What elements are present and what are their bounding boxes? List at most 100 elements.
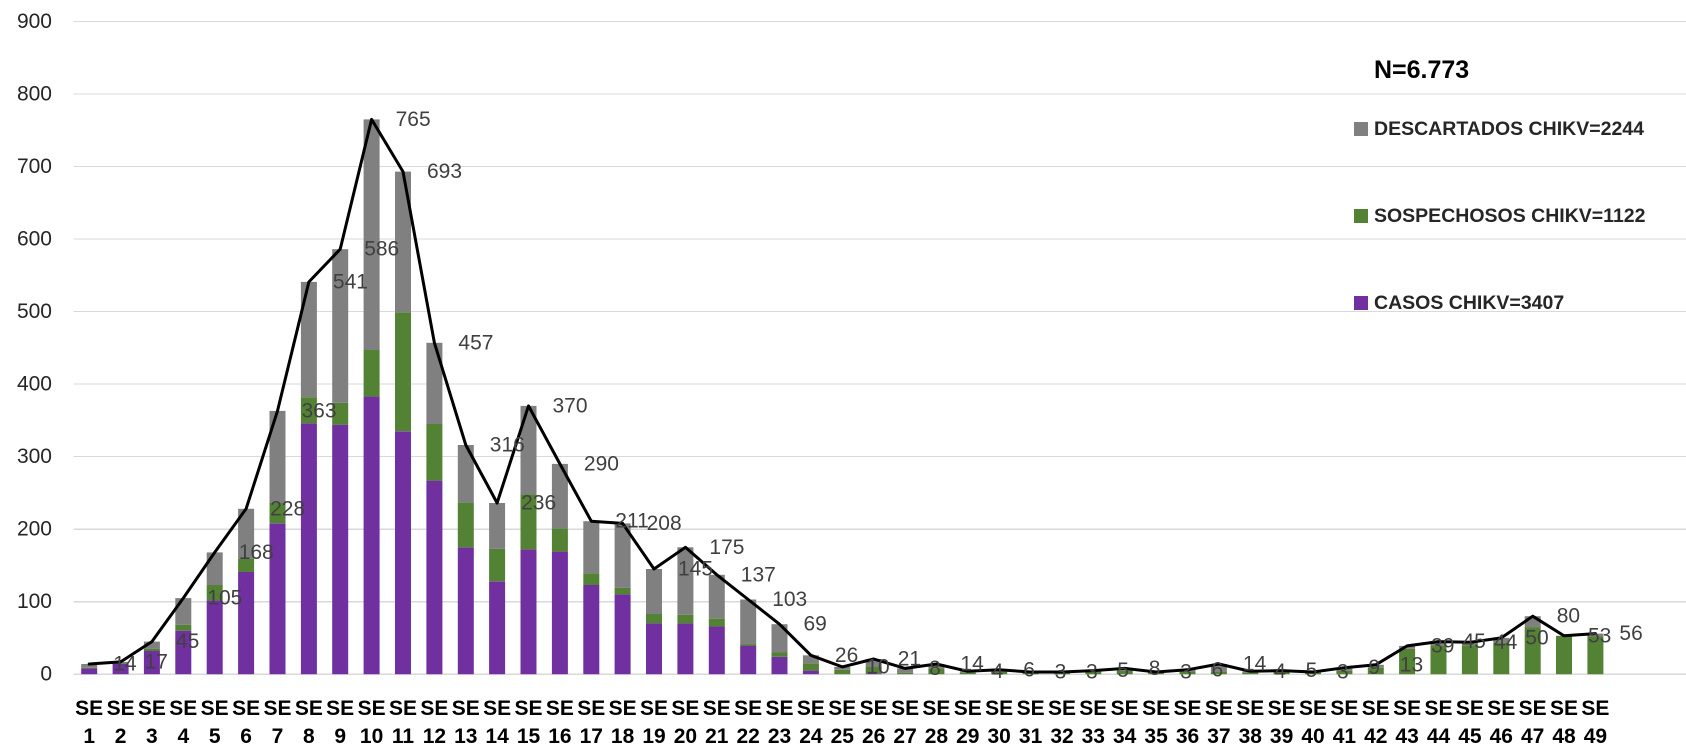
- bar-sospechosos-se-17: [583, 573, 600, 585]
- data-labels: 14 17451051682283635415867656934573162363…: [113, 108, 1643, 684]
- bar-sospechosos-se-25: [834, 669, 851, 675]
- x-tick-label-se-37: SE 37: [1204, 697, 1233, 748]
- bar-sospechosos-se-20: [677, 614, 694, 624]
- bar-descartados-se-22: [740, 599, 757, 645]
- y-tick-label-700: 700: [17, 155, 52, 178]
- data-label-se-37: 14: [1243, 653, 1267, 676]
- data-label-se-5: 168: [239, 541, 274, 564]
- bar-descartados-se-19: [646, 569, 662, 614]
- x-tick-label-se-2: SE 2: [106, 697, 135, 748]
- x-tick-label-se-5: SE 5: [200, 697, 229, 748]
- bar-descartados-se-21: [708, 574, 725, 619]
- bar-casos-se-1: [81, 668, 98, 675]
- bar-casos-se-19: [646, 623, 662, 675]
- x-tick-label-se-43: SE 43: [1393, 697, 1422, 748]
- data-label-se-23: 69: [804, 613, 827, 636]
- x-tick-label-se-26: SE 26: [859, 697, 888, 748]
- bar-descartados-se-26: [865, 659, 882, 667]
- x-tick-label-se-42: SE 42: [1361, 697, 1390, 748]
- bar-sospechosos-se-33: [1085, 672, 1102, 675]
- legend-swatch-descartados: [1354, 122, 1368, 136]
- x-tick-label-se-49: SE 49: [1581, 697, 1610, 748]
- data-label-se-47: 80: [1557, 605, 1580, 628]
- data-label-se-31: 3: [1055, 661, 1067, 684]
- bar-sospechosos-se-48: [1556, 635, 1572, 675]
- bar-sospechosos-se-12: [426, 424, 443, 481]
- legend-item-descartados: DESCARTADOS CHIKV=2244: [1354, 117, 1644, 141]
- x-tick-label-se-4: SE 4: [169, 697, 198, 748]
- bar-sospechosos-se-2: [112, 663, 129, 664]
- bar-sospechosos-se-3: [143, 648, 160, 651]
- bar-descartados-se-6: [238, 508, 255, 559]
- x-tick-label-se-19: SE 19: [639, 697, 668, 748]
- bar-sospechosos-se-27: [897, 672, 914, 675]
- bar-sospechosos-se-8: [300, 397, 317, 424]
- bar-casos-se-12: [426, 480, 443, 675]
- x-tick-label-se-9: SE 9: [326, 697, 355, 748]
- bar-sospechosos-se-7: [269, 503, 286, 524]
- y-tick-label-200: 200: [17, 518, 52, 541]
- data-label-se-32: 3: [1086, 661, 1098, 684]
- bar-casos-se-14: [489, 581, 506, 675]
- bar-descartados-se-46: [1493, 637, 1510, 643]
- x-tick-label-se-11: SE 11: [388, 697, 417, 748]
- bar-sospechosos-se-36: [1179, 672, 1196, 675]
- bar-casos-se-8: [300, 423, 317, 675]
- x-tick-label-se-24: SE 24: [796, 697, 825, 748]
- data-label-se-43: 39: [1431, 634, 1454, 657]
- data-label-se-35: 3: [1180, 661, 1192, 684]
- data-label-se-2: 17: [145, 650, 168, 673]
- data-label-se-27: 8: [929, 657, 941, 680]
- legend-item-casos: CASOS CHIKV=3407: [1354, 291, 1564, 315]
- x-tick-label-se-17: SE 17: [577, 697, 606, 748]
- y-tick-label-300: 300: [17, 445, 52, 468]
- bar-descartados-se-17: [583, 521, 600, 574]
- bar-sospechosos-se-46: [1493, 642, 1510, 675]
- bar-sospechosos-se-30: [991, 672, 1008, 675]
- legend-label-descartados: DESCARTADOS CHIKV=2244: [1374, 118, 1645, 140]
- data-label-se-49: 56: [1619, 622, 1642, 645]
- bar-descartados-se-3: [143, 641, 160, 649]
- bar-sospechosos-se-5: [206, 585, 223, 601]
- data-label-se-42: 13: [1400, 653, 1423, 676]
- bar-descartados-se-14: [489, 503, 506, 549]
- data-label-se-15: 370: [553, 394, 588, 417]
- data-label-se-26: 21: [898, 648, 921, 671]
- data-label-se-4: 105: [207, 587, 242, 610]
- bar-casos-se-4: [175, 630, 192, 675]
- bar-casos-se-24: [802, 670, 819, 675]
- bar-casos-se-9: [332, 424, 349, 675]
- bar-casos-se-16: [551, 551, 568, 675]
- bar-casos-se-3: [143, 651, 160, 675]
- data-label-se-48: 53: [1588, 624, 1611, 647]
- x-tick-label-se-15: SE 15: [514, 697, 543, 748]
- x-tick-label-se-28: SE 28: [922, 697, 951, 748]
- y-tick-label-800: 800: [17, 83, 52, 106]
- data-label-se-46: 50: [1525, 626, 1548, 649]
- data-label-se-8: 541: [333, 270, 368, 293]
- bar-descartados-se-20: [677, 547, 694, 615]
- data-label-se-11: 693: [427, 160, 462, 183]
- total-line-layer: [87, 117, 1597, 674]
- bar-descartados-se-16: [551, 463, 568, 529]
- x-tick-label-se-27: SE 27: [891, 697, 920, 748]
- bar-sospechosos-se-43: [1399, 648, 1416, 675]
- bar-sospechosos-se-14: [489, 548, 506, 582]
- data-label-se-44: 45: [1463, 630, 1486, 653]
- bar-casos-se-22: [740, 645, 757, 675]
- x-tick-label-se-41: SE 41: [1330, 697, 1359, 748]
- data-label-se-25: 10: [866, 655, 889, 678]
- bar-sospechosos-se-4: [175, 624, 192, 631]
- bar-sospechosos-se-18: [614, 587, 631, 595]
- x-tick-label-se-36: SE 36: [1173, 697, 1202, 748]
- legend-label-sospechosos: SOSPECHOSOS CHIKV=1122: [1374, 205, 1646, 227]
- data-label-se-7: 363: [302, 399, 337, 422]
- data-label-se-28: 14: [960, 653, 984, 676]
- x-tick-label-se-21: SE 21: [702, 697, 731, 748]
- bar-descartados-se-8: [300, 281, 317, 398]
- bar-descartados-se-37: [1210, 664, 1227, 672]
- y-tick-label-900: 900: [17, 10, 52, 33]
- bar-casos-se-21: [708, 626, 725, 675]
- x-tick-label-se-45: SE 45: [1455, 697, 1484, 748]
